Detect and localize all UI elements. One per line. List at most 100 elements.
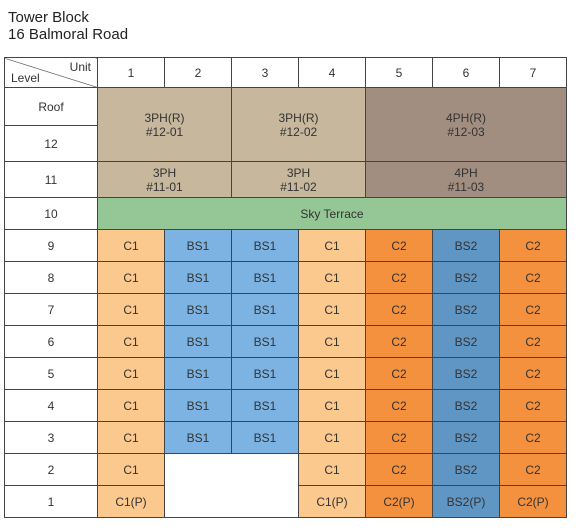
penthouse-unit-number: #12-03 (447, 124, 485, 139)
unit-cell-c1[interactable]: C1 (298, 325, 366, 358)
level-row-9: 9 C1 BS1 BS1 C1 C2 BS2 C2 (4, 229, 567, 262)
level-label-8: 8 (4, 261, 98, 294)
unit-cell-c2[interactable]: C2 (499, 261, 567, 294)
unit-cell-bs2[interactable]: BS2 (432, 293, 500, 326)
unit-cell-c1-p[interactable]: C1(P) (298, 485, 366, 518)
level-label-2: 2 (4, 453, 98, 486)
unit-header-1: 1 (97, 57, 165, 88)
unit-cell-c2[interactable]: C2 (365, 261, 433, 294)
level-label-6: 6 (4, 325, 98, 358)
unit-cell-bs1[interactable]: BS1 (164, 389, 232, 422)
unit-cell-bs1[interactable]: BS1 (231, 421, 299, 454)
empty-area (164, 453, 299, 518)
level-label-11: 11 (4, 161, 98, 198)
level-row-5: 5 C1 BS1 BS1 C1 C2 BS2 C2 (4, 357, 567, 390)
unit-cell-c1[interactable]: C1 (298, 229, 366, 262)
unit-cell-bs2[interactable]: BS2 (432, 357, 500, 390)
unit-cell-bs2-p[interactable]: BS2(P) (432, 485, 500, 518)
penthouse-type: 4PH (454, 165, 478, 180)
unit-cell-bs2[interactable]: BS2 (432, 453, 500, 486)
unit-cell-bs2[interactable]: BS2 (432, 325, 500, 358)
penthouse-unit-number: #11-03 (447, 179, 485, 194)
unit-cell-c2[interactable]: C2 (365, 421, 433, 454)
penthouse-11-03[interactable]: 4PH #11-03 (365, 161, 567, 198)
penthouse-12-03[interactable]: 4PH(R) #12-03 (365, 87, 567, 162)
penthouse-type: 3PH (286, 165, 311, 180)
level-row-10: 10 Sky Terrace (4, 197, 567, 230)
unit-cell-bs2[interactable]: BS2 (432, 261, 500, 294)
unit-header-3: 3 (231, 57, 299, 88)
penthouse-12-02[interactable]: 3PH(R) #12-02 (231, 87, 366, 162)
penthouse-type: 3PH (152, 165, 177, 180)
unit-cell-c2[interactable]: C2 (499, 453, 567, 486)
level-label-10: 10 (4, 197, 98, 230)
level-row-2: 2 C1 C1 C2 BS2 C2 (4, 453, 567, 518)
unit-cell-c1[interactable]: C1 (97, 389, 165, 422)
unit-cell-c1-p[interactable]: C1(P) (97, 485, 165, 518)
unit-cell-bs2[interactable]: BS2 (432, 229, 500, 262)
level-row-4: 4 C1 BS1 BS1 C1 C2 BS2 C2 (4, 389, 567, 422)
unit-cell-bs1[interactable]: BS1 (231, 389, 299, 422)
level-row-1: 1 C1(P) C1(P) C2(P) BS2(P) C2(P) (4, 485, 567, 518)
unit-cell-bs1[interactable]: BS1 (164, 357, 232, 390)
unit-cell-bs1[interactable]: BS1 (164, 293, 232, 326)
unit-cell-bs1[interactable]: BS1 (231, 261, 299, 294)
unit-cell-bs2[interactable]: BS2 (432, 389, 500, 422)
unit-cell-c1[interactable]: C1 (97, 229, 165, 262)
unit-cell-c1[interactable]: C1 (298, 389, 366, 422)
unit-header-6: 6 (432, 57, 500, 88)
unit-cell-bs1[interactable]: BS1 (164, 261, 232, 294)
sky-terrace: Sky Terrace (97, 197, 567, 230)
unit-cell-c1[interactable]: C1 (298, 421, 366, 454)
unit-cell-c1[interactable]: C1 (97, 325, 165, 358)
unit-cell-bs1[interactable]: BS1 (231, 357, 299, 390)
penthouse-11-01[interactable]: 3PH #11-01 (97, 161, 232, 198)
unit-cell-c2[interactable]: C2 (365, 229, 433, 262)
unit-cell-c2[interactable]: C2 (365, 389, 433, 422)
unit-header-2: 2 (164, 57, 232, 88)
unit-cell-c2[interactable]: C2 (365, 293, 433, 326)
unit-cell-c1[interactable]: C1 (97, 293, 165, 326)
unit-cell-c1[interactable]: C1 (298, 453, 366, 486)
unit-cell-c1[interactable]: C1 (298, 357, 366, 390)
block-name: Tower Block (8, 9, 89, 26)
level-row-12: 12 (4, 125, 567, 162)
unit-cell-bs1[interactable]: BS1 (231, 229, 299, 262)
unit-cell-bs1[interactable]: BS1 (164, 325, 232, 358)
unit-cell-c1[interactable]: C1 (97, 421, 165, 454)
block-title: Tower Block 16 Balmoral Road (8, 9, 128, 43)
penthouse-12-01[interactable]: 3PH(R) #12-01 (97, 87, 232, 162)
level-label-5: 5 (4, 357, 98, 390)
penthouse-unit-number: #12-02 (279, 124, 318, 139)
unit-cell-c2[interactable]: C2 (499, 357, 567, 390)
unit-cell-c2[interactable]: C2 (499, 389, 567, 422)
level-row-8: 8 C1 BS1 BS1 C1 C2 BS2 C2 (4, 261, 567, 294)
penthouse-unit-number: #11-01 (146, 179, 183, 194)
unit-cell-c2-p[interactable]: C2(P) (499, 485, 567, 518)
unit-cell-c2[interactable]: C2 (499, 421, 567, 454)
unit-cell-bs2[interactable]: BS2 (432, 421, 500, 454)
unit-header-7: 7 (499, 57, 567, 88)
unit-cell-c2[interactable]: C2 (499, 293, 567, 326)
unit-cell-bs1[interactable]: BS1 (164, 421, 232, 454)
unit-cell-c1[interactable]: C1 (298, 293, 366, 326)
unit-cell-c1[interactable]: C1 (97, 357, 165, 390)
unit-cell-c2[interactable]: C2 (365, 453, 433, 486)
unit-cell-c1[interactable]: C1 (298, 261, 366, 294)
unit-cell-c2[interactable]: C2 (499, 229, 567, 262)
penthouse-11-02[interactable]: 3PH #11-02 (231, 161, 366, 198)
header-row: Unit Level 1 2 3 4 5 6 7 (4, 57, 567, 88)
unit-cell-c2[interactable]: C2 (365, 357, 433, 390)
level-row-roof: Roof 3PH(R) #12-01 3PH(R) #12-02 4PH(R) … (4, 87, 567, 162)
unit-cell-bs1[interactable]: BS1 (164, 229, 232, 262)
unit-cell-bs1[interactable]: BS1 (231, 293, 299, 326)
unit-cell-c2[interactable]: C2 (499, 325, 567, 358)
unit-cell-c2-p[interactable]: C2(P) (365, 485, 433, 518)
unit-cell-c1[interactable]: C1 (97, 453, 165, 486)
unit-cell-bs1[interactable]: BS1 (231, 325, 299, 358)
unit-cell-c1[interactable]: C1 (97, 261, 165, 294)
unit-cell-c2[interactable]: C2 (365, 325, 433, 358)
level-row-11: 11 3PH #11-01 3PH #11-02 4PH #11-03 (4, 161, 567, 198)
penthouse-type: 3PH(R) (144, 110, 185, 125)
unit-header-4: 4 (298, 57, 366, 88)
